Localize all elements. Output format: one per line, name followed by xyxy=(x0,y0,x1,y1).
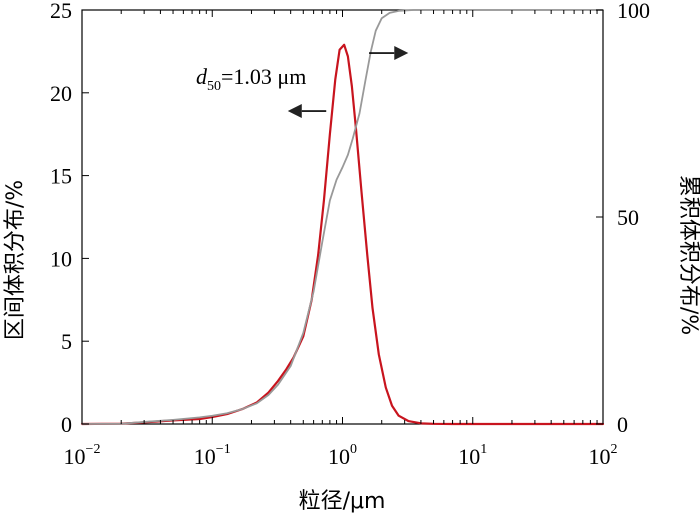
x-tick-base: 10 xyxy=(328,444,350,469)
x-tick-base: 10 xyxy=(589,444,611,469)
x-tick-base: 10 xyxy=(458,444,480,469)
y-axis-right-label: 累积体积分布/% xyxy=(676,175,700,335)
y-left-tick-label: 15 xyxy=(50,164,72,189)
cumulative-series-line xyxy=(81,9,604,425)
x-tick-exponent: 2 xyxy=(611,442,618,457)
x-tick-base: 10 xyxy=(194,444,216,469)
x-tick-exponent: −1 xyxy=(216,442,231,457)
x-tick-exponent: 1 xyxy=(480,442,487,457)
d50-symbol: d xyxy=(196,64,208,89)
arrows-layer xyxy=(287,46,409,119)
x-tick-exponent: 0 xyxy=(350,442,357,457)
x-tick-label: 100 xyxy=(328,442,357,469)
d50-value: =1.03 μm xyxy=(221,64,306,89)
d50-annotation: d50=1.03 μm xyxy=(196,64,306,94)
y-left-tick-label: 10 xyxy=(50,246,72,271)
x-tick-base: 10 xyxy=(64,444,86,469)
arrow-head-right xyxy=(394,46,409,61)
y-right-tick-label: 50 xyxy=(617,205,639,230)
y-right-tick-label: 0 xyxy=(617,412,628,437)
x-axis-label: 粒径/μm xyxy=(299,489,386,514)
x-tick-label: 101 xyxy=(458,442,487,469)
plot-frame xyxy=(81,9,604,425)
y-left-tick-label: 0 xyxy=(61,412,72,437)
arrow-head-left xyxy=(287,104,302,119)
interval-series-line xyxy=(80,43,605,426)
y-left-tick-label: 20 xyxy=(50,81,72,106)
y-axis-left-label: 区间体积分布/% xyxy=(3,180,28,340)
y-right-tick-label: 100 xyxy=(617,0,650,23)
d50-subscript: 50 xyxy=(207,79,221,94)
plot-border xyxy=(81,9,604,425)
x-tick-label: 10−1 xyxy=(194,442,231,469)
x-tick-label: 102 xyxy=(589,442,618,469)
x-tick-exponent: −2 xyxy=(86,442,101,457)
y-left-tick-label: 25 xyxy=(50,0,72,23)
y-left-tick-label: 5 xyxy=(61,329,72,354)
x-tick-label: 10−2 xyxy=(64,442,101,469)
series-layer xyxy=(80,9,605,426)
